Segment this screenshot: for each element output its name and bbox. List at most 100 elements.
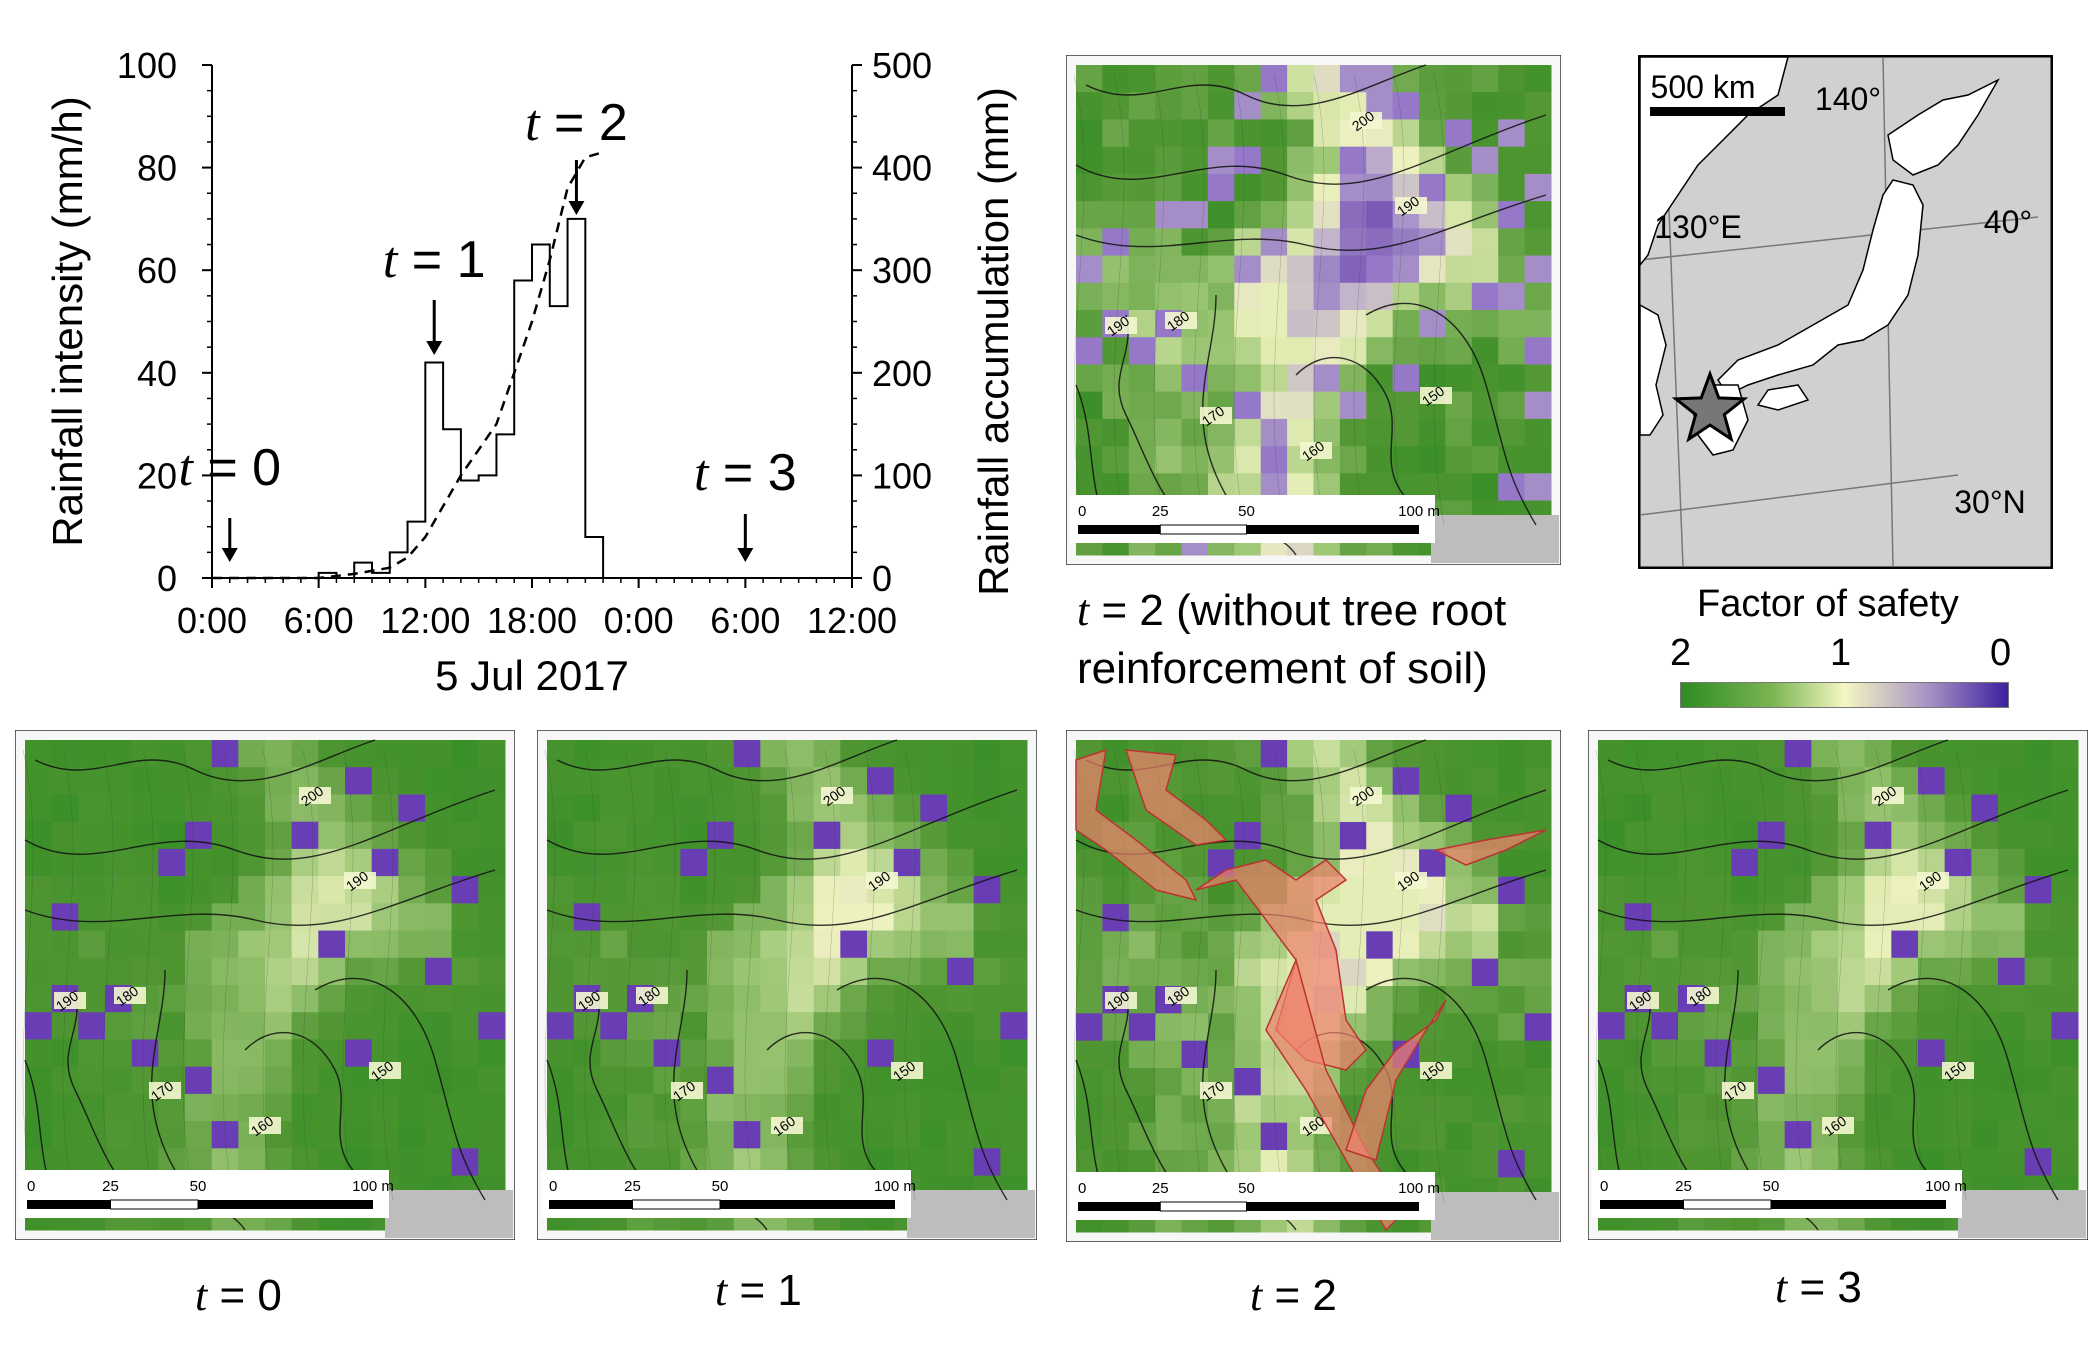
fos-cell [600, 821, 628, 850]
fos-cell [1524, 228, 1552, 257]
fos-cell [1260, 958, 1288, 987]
fos-cell [1234, 1095, 1262, 1124]
fos-cell [185, 1039, 213, 1068]
fos-cell [680, 767, 708, 795]
fos-cell [2024, 1012, 2052, 1040]
fos-cell [1155, 282, 1183, 311]
fos-cell [1598, 767, 1626, 795]
fos-cell [1313, 310, 1341, 338]
fos-cell [1998, 903, 2026, 932]
fos-cell [1339, 173, 1367, 202]
fos-cell [1971, 1093, 1999, 1122]
fos-cell [2051, 1121, 2079, 1149]
fos-cell [1260, 418, 1288, 447]
contour-label-bg [636, 987, 668, 1004]
contour-minor [342, 749, 354, 1201]
contour-minor [302, 749, 314, 1201]
fos-cell [867, 1066, 895, 1095]
fos-cell [1419, 228, 1446, 257]
caption-t2: t = 2 [1250, 1271, 1337, 1320]
fos-cell [1918, 794, 1946, 823]
fos-cell [1260, 364, 1288, 393]
fos-cell [680, 930, 708, 959]
contour-minor [102, 749, 114, 1201]
fos-cell [1524, 473, 1552, 502]
fos-cell [547, 767, 575, 795]
fos-cell [1207, 119, 1235, 148]
fos-cell [920, 1148, 948, 1177]
scalebar-label: 50 [1763, 1178, 1780, 1195]
fos-cell [1471, 255, 1499, 284]
fos-cell [573, 1121, 601, 1149]
colorbar [1680, 682, 2009, 708]
fos-cell [1339, 740, 1367, 768]
fos-cell [1366, 310, 1394, 338]
fos-cell [1076, 337, 1103, 365]
fos-cell [1891, 957, 1919, 986]
fos-cell [211, 1066, 239, 1095]
fos-cell [1366, 146, 1394, 175]
fos-cell [1498, 1095, 1526, 1124]
scalebar-label: 50 [1238, 503, 1255, 520]
fos-cell [238, 821, 266, 850]
contour-line [1295, 356, 1427, 516]
fos-cell [1128, 255, 1156, 284]
fos-cell [25, 794, 53, 823]
fos-cell [211, 957, 239, 986]
fos-cell [1207, 904, 1235, 932]
fos-cell [238, 930, 266, 959]
fos-cell [1758, 1066, 1786, 1095]
contour-minor [584, 749, 596, 1201]
fos-cell [185, 1093, 213, 1122]
fos-cell [1864, 821, 1892, 850]
fos-cell [185, 740, 213, 768]
contour-label-bg [149, 1082, 181, 1099]
fos-cell [1524, 391, 1552, 420]
fos-cell [1445, 740, 1473, 768]
fos-cell [1971, 957, 1999, 986]
fos-cell [840, 903, 868, 932]
fos-cell [1102, 446, 1130, 474]
fos-cell [1524, 1095, 1552, 1124]
fos-cell [1598, 876, 1626, 904]
fos-cell [733, 848, 761, 877]
histogram-bar [479, 475, 497, 578]
accumulation-line [212, 151, 604, 580]
fos-cell [1811, 876, 1839, 904]
fos-cell [1076, 173, 1103, 202]
fos-cell [1838, 1066, 1866, 1095]
fos-cell [787, 1012, 815, 1040]
scalebar-segment [1246, 1202, 1419, 1211]
scalebar-label: 25 [1152, 1180, 1169, 1197]
fos-cell [1811, 848, 1839, 877]
fos-cell [627, 848, 655, 877]
fos-cell [425, 740, 453, 768]
fos-cell [1445, 119, 1473, 148]
x-tick-label: 6:00 [284, 600, 354, 641]
fos-cell [653, 930, 681, 959]
fos-cell [680, 876, 708, 904]
contour-minor [1675, 749, 1687, 1201]
fos-map-t1: 20019019018017016015014002550100 m [537, 730, 1037, 1240]
fos-cell [1971, 1039, 1999, 1068]
fos-cell [1392, 173, 1420, 202]
fos-cell [1524, 201, 1552, 229]
contour-minor [904, 749, 916, 1201]
fos-cell [573, 903, 601, 932]
fos-cell [265, 1012, 293, 1040]
fos-cell [185, 903, 213, 932]
fos-cell [1624, 957, 1652, 986]
scalebar-segment [720, 1200, 895, 1209]
scalebar-segment [1771, 1200, 1946, 1209]
fos-map-t3: 20019019018017016015014002550100 m [1588, 730, 2088, 1240]
fos-cell [627, 1121, 655, 1149]
fos-cell [1234, 65, 1262, 93]
fos-cell [1864, 1121, 1892, 1149]
fos-cell [760, 876, 788, 904]
fos-cell [1445, 228, 1473, 257]
fos-cell [1731, 821, 1759, 850]
fos-cell [573, 930, 601, 959]
contour-line [1075, 114, 1547, 185]
fos-cell [1207, 364, 1235, 393]
fos-cell [1207, 958, 1235, 987]
